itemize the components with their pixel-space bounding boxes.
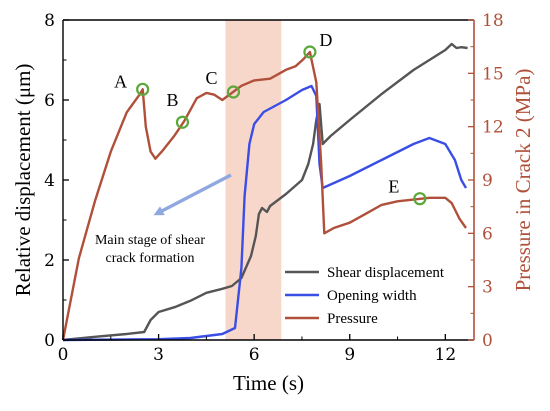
annotation-arrow (153, 173, 232, 216)
annotation-text-line: Main stage of shear (95, 233, 205, 248)
y2-tick-label: 12 (482, 118, 504, 138)
marker-a (136, 82, 150, 96)
highlight-band (225, 20, 282, 340)
marker-layer: A B C D E (114, 30, 427, 206)
series-line-shear-displacement (62, 42, 468, 342)
marker-label-a: A (114, 71, 127, 91)
y-tick-label: 8 (44, 11, 55, 31)
marker-label-d: D (319, 30, 332, 50)
marker-d (303, 45, 317, 59)
legend-label: Shear displacement (327, 265, 445, 281)
x-axis-title: Time (s) (233, 371, 304, 395)
y-tick-label: 4 (44, 171, 55, 191)
y2-tick-label: 15 (482, 64, 504, 84)
x-tick-label: 0 (58, 345, 69, 365)
y2-tick-label: 3 (482, 278, 493, 298)
x-tick-label: 12 (435, 345, 457, 365)
marker-b (175, 115, 190, 129)
y2-tick-label: 9 (482, 171, 493, 191)
series-line-pressure (61, 50, 467, 341)
marker-label-b: B (166, 90, 178, 110)
y2-tick-label: 18 (482, 11, 504, 31)
y-tick-label: 0 (44, 331, 55, 351)
marker-e (413, 192, 427, 206)
y2-tick-label: 6 (482, 224, 493, 244)
y-tick-label: 6 (44, 91, 55, 111)
x-tick-label: 3 (153, 345, 164, 365)
highlight-band-layer (225, 20, 282, 340)
legend-label: Opening width (327, 288, 417, 304)
marker-c (226, 85, 241, 99)
marker-label-c: C (205, 68, 217, 88)
legend: Shear displacement Opening width Pressure (285, 265, 445, 327)
legend-label: Pressure (327, 311, 378, 327)
x-tick-label: 9 (344, 345, 355, 365)
marker-label-e: E (388, 177, 399, 197)
y-tick-label: 2 (44, 251, 55, 271)
x-tick-label: 6 (249, 345, 260, 365)
series-line-opening-width (62, 84, 468, 342)
y-axis-title: Relative displacement (μm) (11, 64, 35, 297)
annotation-text-line: crack formation (105, 251, 194, 266)
series-layer (61, 42, 468, 342)
y2-axis-title: Pressure in Crack 2 (MPa) (511, 69, 535, 292)
annotation-layer: Main stage of shear crack formation (95, 173, 232, 266)
axes-layer: 0 3 6 9 12 0 2 4 6 8 0 3 6 9 12 15 18 Time (s) Relative di… (11, 11, 535, 395)
y2-tick-label: 0 (482, 331, 493, 351)
